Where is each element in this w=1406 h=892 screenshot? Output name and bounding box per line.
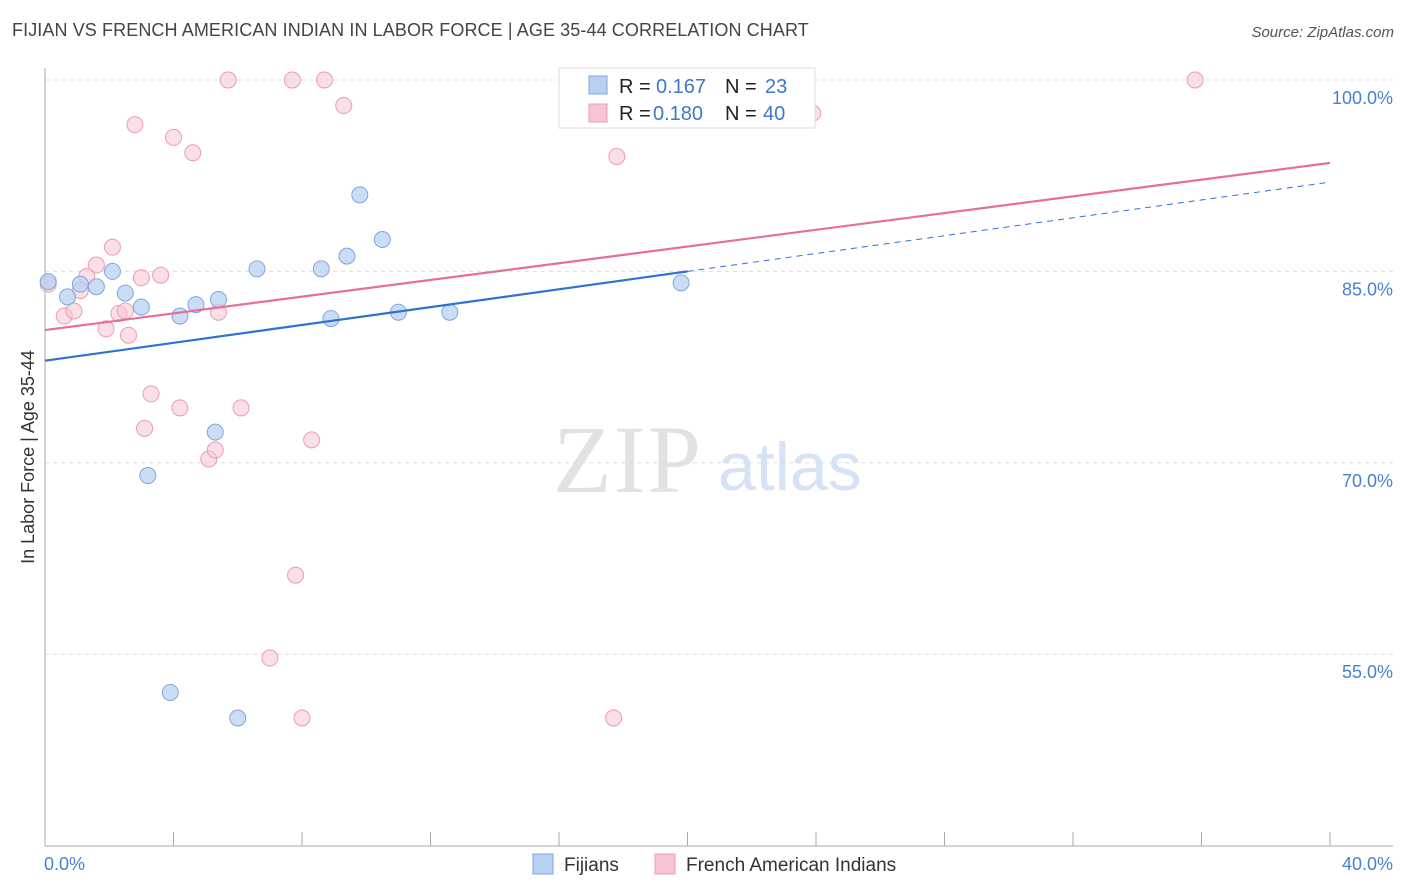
- y-axis-label: In Labor Force | Age 35-44: [18, 350, 38, 564]
- point-fijians: [373, 231, 391, 248]
- trend-lines: [44, 161, 1331, 362]
- bottom-legend-swatch-fijians: [532, 853, 554, 875]
- point-french-american-indians: [142, 385, 160, 403]
- legend-r-value-french: 0.180: [653, 103, 703, 125]
- legend-r-label-fijians: R =: [619, 76, 651, 98]
- point-french-american-indians: [315, 71, 333, 89]
- point-fijians: [116, 284, 134, 302]
- legend-n-value-fijians: 23: [765, 76, 787, 98]
- point-french-american-indians: [120, 326, 138, 344]
- x-tick-label-max: 40.0%: [1342, 854, 1393, 874]
- trend-line-fijians-extension: [687, 181, 1331, 272]
- y-tick-label: 100.0%: [1332, 88, 1393, 108]
- point-fijians: [58, 288, 76, 306]
- point-fijians: [229, 709, 247, 727]
- bottom-legend-label-french: French American Indians: [686, 855, 896, 876]
- point-french-american-indians: [97, 320, 115, 338]
- point-french-american-indians: [219, 71, 237, 89]
- legend-swatch-french: [588, 103, 608, 123]
- chart-title: FIJIAN VS FRENCH AMERICAN INDIAN IN LABO…: [12, 20, 809, 40]
- series-fijians: [39, 186, 690, 727]
- point-french-american-indians: [335, 97, 353, 115]
- bottom-legend-swatch-french: [654, 853, 676, 875]
- point-french-american-indians: [65, 302, 83, 320]
- trend-line-french-american-indians: [44, 161, 1331, 332]
- y-tick-label: 85.0%: [1342, 279, 1393, 299]
- y-tick-label: 70.0%: [1342, 471, 1393, 491]
- point-fijians: [312, 260, 330, 278]
- point-french-american-indians: [293, 709, 311, 727]
- point-french-american-indians: [165, 128, 182, 146]
- point-french-american-indians: [171, 399, 189, 417]
- point-french-american-indians: [605, 709, 623, 727]
- point-french-american-indians: [283, 71, 301, 89]
- point-french-american-indians: [103, 238, 121, 256]
- y-tick-label: 55.0%: [1342, 662, 1393, 682]
- point-fijians: [206, 423, 224, 441]
- legend-n-label-fijians: N =: [725, 76, 757, 98]
- watermark-zip: ZIP: [553, 406, 703, 513]
- trend-line-fijians: [44, 270, 688, 362]
- point-fijians: [338, 247, 356, 265]
- point-fijians: [672, 274, 690, 292]
- watermark-atlas: atlas: [718, 429, 862, 505]
- series-french-american-indians: [39, 71, 1204, 727]
- point-fijians: [209, 290, 227, 308]
- y-tick-labels: 55.0% 70.0% 85.0% 100.0%: [1332, 88, 1393, 682]
- point-fijians: [248, 260, 266, 278]
- point-french-american-indians: [87, 256, 105, 274]
- point-french-american-indians: [116, 302, 134, 320]
- point-french-american-indians: [126, 116, 144, 134]
- x-tick-label-min: 0.0%: [44, 854, 85, 874]
- point-french-american-indians: [184, 144, 202, 162]
- point-fijians: [161, 683, 179, 701]
- point-fijians: [39, 273, 57, 291]
- chart-source: Source: ZipAtlas.com: [1251, 24, 1394, 41]
- point-french-american-indians: [132, 269, 150, 287]
- point-fijians: [87, 278, 105, 296]
- point-french-american-indians: [287, 566, 305, 584]
- series-legend: Fijians French American Indians: [532, 853, 896, 876]
- legend-n-value-french: 40: [763, 103, 785, 125]
- point-french-american-indians: [303, 431, 321, 449]
- point-fijians: [103, 262, 121, 280]
- point-fijians: [71, 275, 89, 293]
- bottom-legend-label-fijians: Fijians: [564, 855, 619, 876]
- point-french-american-indians: [152, 266, 170, 284]
- point-french-american-indians: [608, 148, 626, 166]
- point-fijians: [171, 307, 189, 325]
- point-french-american-indians: [136, 419, 154, 437]
- point-fijians: [132, 298, 150, 316]
- point-french-american-indians: [1186, 71, 1204, 89]
- point-french-american-indians: [261, 649, 279, 667]
- legend-r-label-french: R =: [619, 103, 651, 125]
- point-fijians: [351, 186, 369, 204]
- point-french-american-indians: [232, 399, 250, 417]
- point-french-american-indians: [206, 441, 224, 459]
- legend-n-label-french: N =: [725, 103, 757, 125]
- legend-r-value-fijians: 0.167: [656, 76, 706, 98]
- point-fijians: [139, 467, 157, 485]
- point-fijians: [322, 310, 340, 328]
- grid-lines: [45, 79, 1393, 655]
- stats-legend: R = 0.167 N = 23 R = 0.180 N = 40: [558, 67, 816, 129]
- legend-swatch-fijians: [588, 75, 608, 95]
- point-fijians: [187, 296, 205, 314]
- point-fijians: [441, 303, 459, 321]
- x-tick-marks: [173, 832, 1331, 846]
